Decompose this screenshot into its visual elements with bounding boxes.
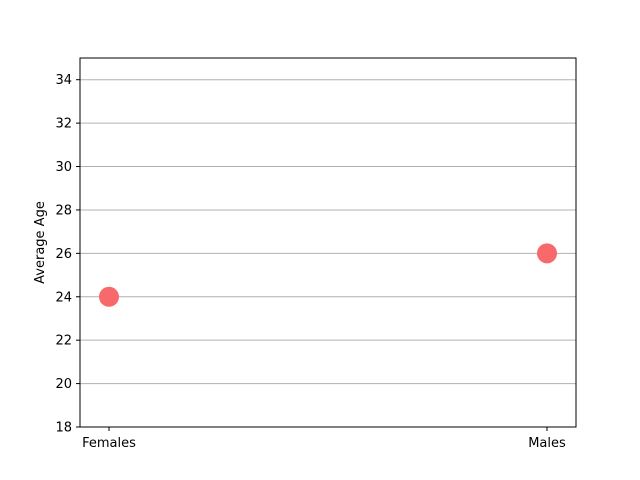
- y-tick-label: 28: [55, 203, 72, 218]
- x-tick-label: Males: [528, 436, 566, 451]
- y-tick-label: 20: [55, 377, 72, 392]
- y-tick-label: 24: [55, 290, 72, 305]
- y-tick-label: 34: [55, 73, 72, 88]
- grid-lines: [80, 79, 576, 385]
- plot-area-frame: [79, 57, 577, 428]
- y-tick-label: 30: [55, 160, 72, 175]
- y-tick-label: 18: [55, 421, 72, 436]
- data-point-males: [537, 243, 557, 264]
- data-point-females: [99, 286, 119, 307]
- x-tick-label: Females: [82, 436, 136, 451]
- y-tick-label: 32: [55, 117, 72, 132]
- y-tick-label: 26: [55, 247, 72, 262]
- y-axis-label: Average Age: [33, 201, 48, 284]
- y-tick-label: 22: [55, 334, 72, 349]
- y-axis-ticks: 18 20 22 24 26 28 30 32 34: [55, 73, 80, 436]
- x-axis-ticks: Females Males: [82, 427, 566, 451]
- data-points: [99, 243, 557, 307]
